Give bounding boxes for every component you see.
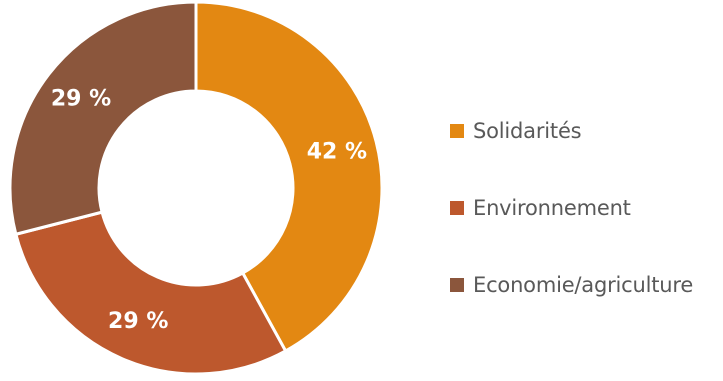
- legend-swatch-environnement: [450, 201, 464, 215]
- legend-item-solidarites: Solidarités: [450, 112, 723, 150]
- legend-label-environnement: Environnement: [473, 196, 631, 220]
- legend-swatch-solidarites: [450, 124, 464, 138]
- data-label-environnement: 29 %: [108, 309, 168, 334]
- donut-chart: 42 % 29 % 29 %: [8, 0, 384, 376]
- legend-item-economie-agriculture: Economie/agriculture: [450, 266, 723, 304]
- data-label-solidarites: 42 %: [307, 139, 367, 164]
- data-label-economie-agriculture: 29 %: [51, 86, 111, 111]
- legend-item-environnement: Environnement: [450, 189, 723, 227]
- legend: Solidarités Environnement Economie/agric…: [450, 112, 723, 343]
- slice-economie-agriculture: [8, 0, 198, 237]
- legend-label-solidarites: Solidarités: [473, 119, 582, 143]
- legend-swatch-economie-agriculture: [450, 278, 464, 292]
- slice-solidarites: [194, 0, 384, 354]
- legend-label-economie-agriculture: Economie/agriculture: [473, 273, 694, 297]
- slice-environnement: [14, 210, 288, 376]
